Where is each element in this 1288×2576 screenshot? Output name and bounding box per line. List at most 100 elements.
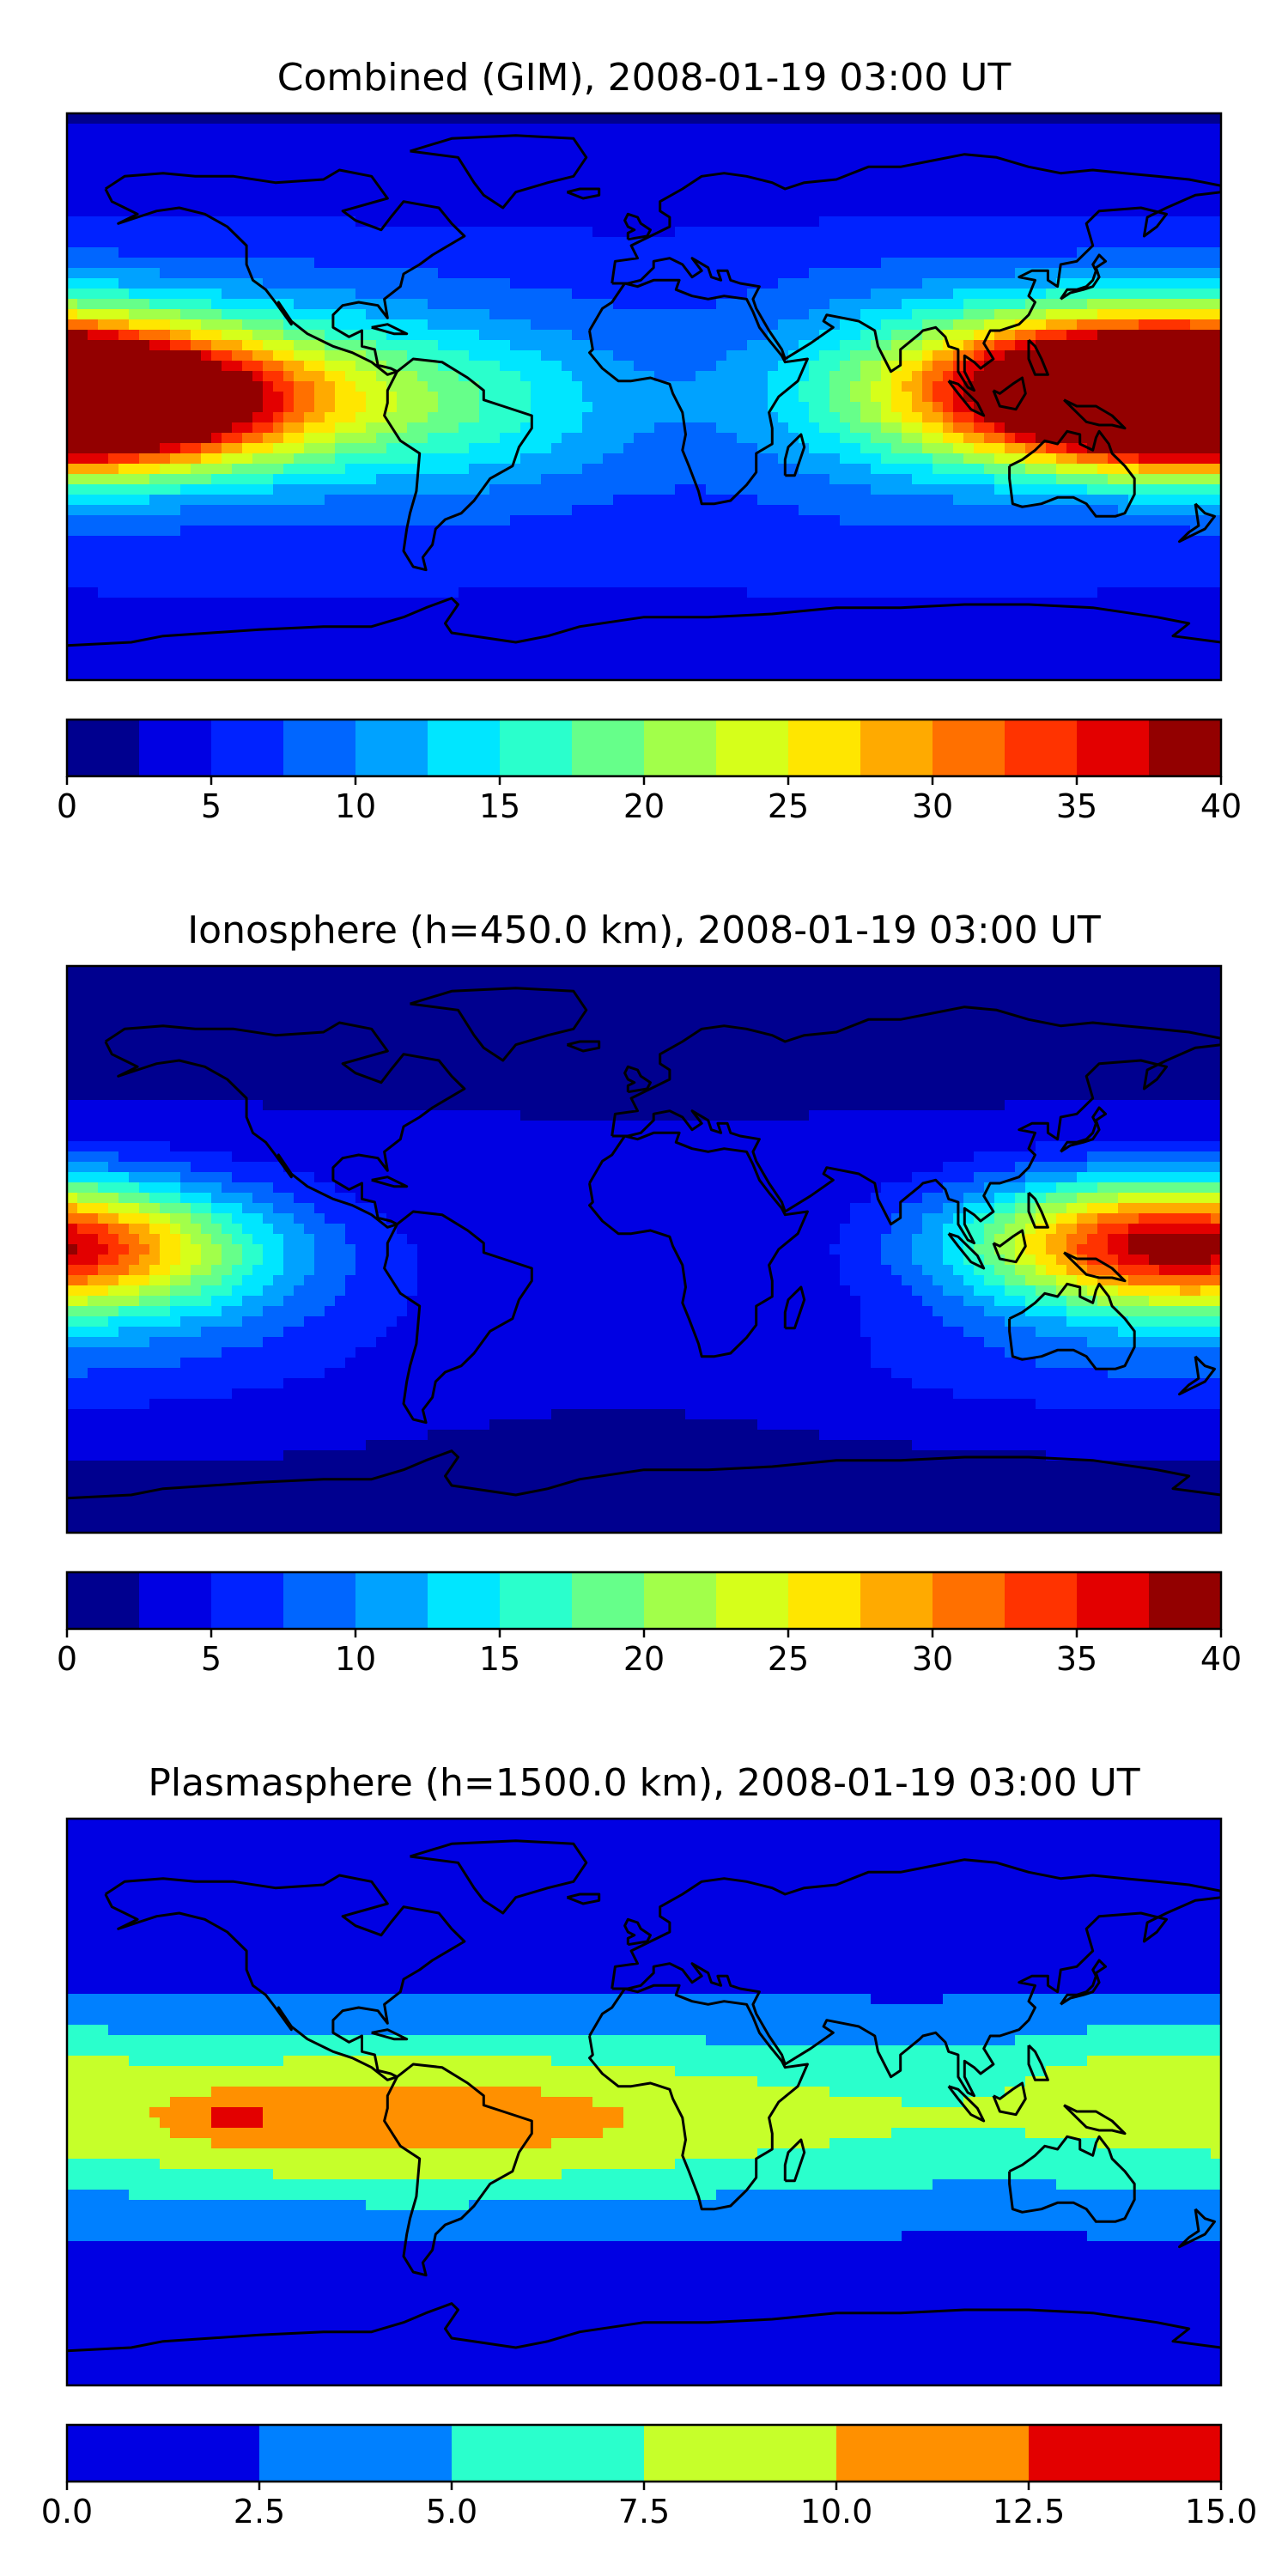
heatmap-cell <box>974 453 985 465</box>
heatmap-cell <box>963 278 975 289</box>
heatmap-cell <box>675 381 686 392</box>
heatmap-cell <box>1046 340 1057 351</box>
heatmap-cell <box>912 289 923 300</box>
heatmap-cell <box>922 227 933 238</box>
heatmap-cell <box>242 556 253 568</box>
heatmap-cell <box>252 515 264 526</box>
heatmap-cell <box>149 474 161 485</box>
heatmap-cell <box>252 422 264 434</box>
heatmap-cell <box>345 289 356 300</box>
heatmap-cell <box>325 371 336 382</box>
heatmap-cell <box>963 350 975 361</box>
heatmap-cell <box>149 515 161 526</box>
heatmap-cell <box>685 330 696 341</box>
heatmap-cell <box>1015 278 1026 289</box>
heatmap-cell <box>747 567 758 578</box>
heatmap-cell <box>541 453 552 465</box>
heatmap-cell <box>201 124 212 135</box>
heatmap-cell <box>1190 289 1201 300</box>
heatmap-cell <box>304 484 315 495</box>
heatmap-cell <box>1108 546 1119 557</box>
heatmap-cell <box>160 433 171 444</box>
heatmap-cell <box>304 309 315 320</box>
heatmap-cell <box>149 216 161 228</box>
heatmap-cell <box>376 155 387 166</box>
heatmap-cell <box>77 484 88 495</box>
heatmap-cell <box>757 227 769 238</box>
heatmap-cell <box>881 155 892 166</box>
heatmap-cell <box>562 206 573 217</box>
heatmap-cell <box>520 484 532 495</box>
heatmap-cell <box>531 536 542 547</box>
heatmap-cell <box>819 268 830 279</box>
heatmap-cell <box>459 381 470 392</box>
heatmap-cell <box>273 443 284 454</box>
heatmap-cell <box>489 484 501 495</box>
heatmap-cell <box>726 412 738 423</box>
heatmap-cell <box>644 392 655 403</box>
heatmap-cell <box>459 433 470 444</box>
heatmap-cell <box>551 144 562 155</box>
heatmap-cell <box>860 206 872 217</box>
heatmap-cell <box>108 185 119 197</box>
heatmap-cell <box>603 185 614 197</box>
heatmap-cell <box>654 536 665 547</box>
heatmap-cell <box>67 175 78 186</box>
heatmap-cell <box>108 206 119 217</box>
heatmap-cell <box>644 526 655 537</box>
heatmap-cell <box>912 350 923 361</box>
heatmap-cell <box>201 165 212 176</box>
heatmap-cell <box>242 402 253 413</box>
heatmap-cell <box>747 155 758 166</box>
heatmap-cell <box>984 443 995 454</box>
heatmap-cell <box>201 381 212 392</box>
heatmap-cell <box>201 319 212 331</box>
heatmap-cell <box>108 381 119 392</box>
heatmap-cell <box>1015 495 1026 506</box>
heatmap-cell <box>860 474 872 485</box>
heatmap-cell <box>933 134 944 145</box>
heatmap-cell <box>706 402 717 413</box>
heatmap-cell <box>500 237 511 248</box>
heatmap-cell <box>314 237 325 248</box>
heatmap-cell <box>118 433 130 444</box>
heatmap-cell <box>963 474 975 485</box>
heatmap-cell <box>149 371 161 382</box>
heatmap-cell <box>1077 319 1088 331</box>
heatmap-cell <box>77 299 88 310</box>
heatmap-cell <box>520 422 532 434</box>
heatmap-cell <box>1077 134 1088 145</box>
heatmap-cell <box>242 495 253 506</box>
heatmap-cell <box>984 268 995 279</box>
heatmap-cell <box>160 216 171 228</box>
heatmap-cell <box>974 330 985 341</box>
heatmap-cell <box>252 227 264 238</box>
heatmap-cell <box>201 144 212 155</box>
heatmap-cell <box>160 309 171 320</box>
heatmap-cell <box>541 216 552 228</box>
heatmap-cell <box>1159 124 1170 135</box>
heatmap-cell <box>1139 484 1150 495</box>
heatmap-cell <box>1118 361 1129 372</box>
heatmap-cell <box>376 134 387 145</box>
heatmap-cell <box>582 567 593 578</box>
heatmap-cell <box>1108 258 1119 269</box>
heatmap-cell <box>562 505 573 516</box>
heatmap-cell <box>149 196 161 207</box>
heatmap-cell <box>1159 340 1170 351</box>
heatmap-cell <box>562 165 573 176</box>
heatmap-cell <box>304 165 315 176</box>
heatmap-cell <box>98 453 109 465</box>
heatmap-cell <box>799 536 810 547</box>
heatmap-cell <box>448 546 459 557</box>
heatmap-cell <box>448 258 459 269</box>
heatmap-cell <box>1128 258 1139 269</box>
heatmap-cell <box>222 299 233 310</box>
heatmap-cell <box>355 309 367 320</box>
heatmap-cell <box>757 113 769 125</box>
heatmap-cell <box>933 443 944 454</box>
heatmap-cell <box>644 350 655 361</box>
heatmap-cell <box>1128 526 1139 537</box>
heatmap-cell <box>355 453 367 465</box>
heatmap-cell <box>799 464 810 475</box>
